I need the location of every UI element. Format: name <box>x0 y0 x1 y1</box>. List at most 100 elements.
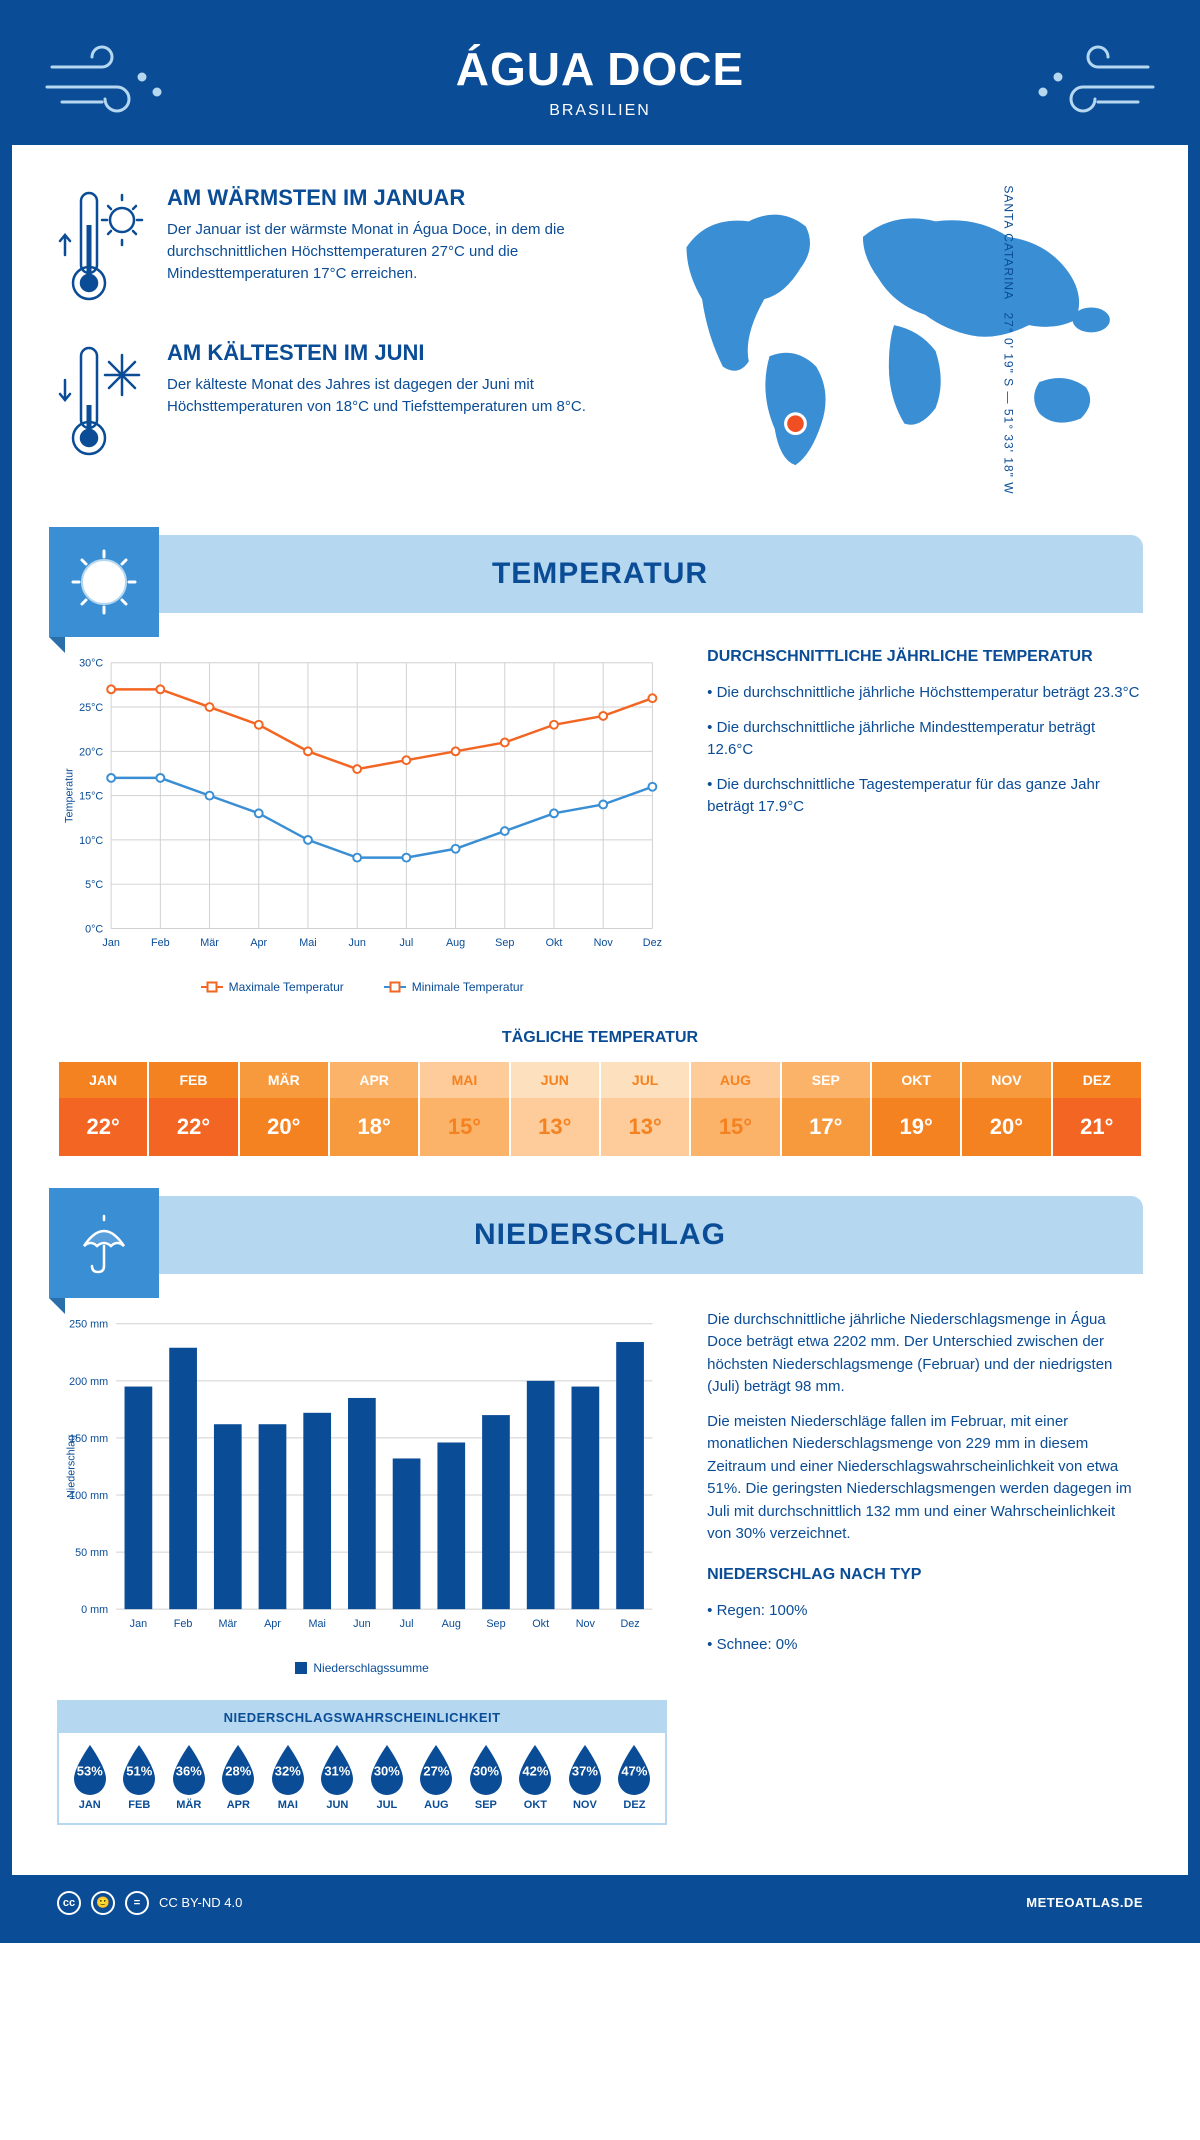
precip-prob-cell: 53% JAN <box>65 1743 115 1811</box>
svg-text:Apr: Apr <box>264 1618 281 1630</box>
svg-text:Jun: Jun <box>353 1618 370 1630</box>
svg-text:250 mm: 250 mm <box>69 1319 108 1331</box>
precip-prob-cell: 28% APR <box>214 1743 264 1811</box>
header: ÁGUA DOCE BRASILIEN <box>12 12 1188 145</box>
svg-text:Jul: Jul <box>400 1618 414 1630</box>
raindrop-icon: 51% <box>118 1743 160 1795</box>
svg-text:Dez: Dez <box>620 1618 639 1630</box>
temperature-title: TEMPERATUR <box>77 557 1123 591</box>
temp-bullet: Die durchschnittliche Tagestemperatur fü… <box>707 774 1143 819</box>
daily-temp-cell: JAN 22° <box>59 1062 149 1156</box>
svg-text:Mär: Mär <box>218 1618 237 1630</box>
precip-prob-cell: 37% NOV <box>560 1743 610 1811</box>
coordinates: SANTA CATARINA 27° 0' 19" S — 51° 33' 18… <box>1001 185 1015 494</box>
page: ÁGUA DOCE BRASILIEN AM W <box>0 0 1200 1943</box>
coldest-fact: AM KÄLTESTEN IM JUNI Der kälteste Monat … <box>57 340 605 460</box>
precip-legend: Niederschlagssumme <box>57 1661 667 1675</box>
svg-text:25°C: 25°C <box>79 702 103 714</box>
daily-temp-cell: AUG 15° <box>691 1062 781 1156</box>
cc-icon: cc <box>57 1891 81 1915</box>
svg-text:Niederschlag: Niederschlag <box>66 1435 78 1498</box>
svg-text:0°C: 0°C <box>85 923 103 935</box>
temperature-chart-row: 0°C5°C10°C15°C20°C25°C30°CJanFebMärAprMa… <box>12 613 1188 1014</box>
svg-text:Sep: Sep <box>495 937 514 949</box>
svg-text:Aug: Aug <box>442 1618 461 1630</box>
svg-text:Jan: Jan <box>102 937 119 949</box>
precip-prob-cell: 51% FEB <box>115 1743 165 1811</box>
precip-chart-row: 0 mm50 mm100 mm150 mm200 mm250 mmJanFebM… <box>12 1274 1188 1845</box>
svg-text:Mär: Mär <box>200 937 219 949</box>
by-icon: 🙂 <box>91 1891 115 1915</box>
temp-bullet: Die durchschnittliche jährliche Mindestt… <box>707 717 1143 762</box>
svg-text:0 mm: 0 mm <box>81 1604 108 1616</box>
precip-prob-cell: 42% OKT <box>511 1743 561 1811</box>
precip-prob-cell: 27% AUG <box>412 1743 462 1811</box>
location-country: BRASILIEN <box>32 102 1168 120</box>
svg-text:Okt: Okt <box>532 1618 549 1630</box>
daily-temp-title: TÄGLICHE TEMPERATUR <box>12 1029 1188 1047</box>
svg-text:Temperatur: Temperatur <box>64 768 76 823</box>
nd-icon: = <box>125 1891 149 1915</box>
svg-text:Jun: Jun <box>348 937 365 949</box>
daily-temp-cell: MÄR 20° <box>240 1062 330 1156</box>
raindrop-icon: 42% <box>514 1743 556 1795</box>
warmest-text: Der Januar ist der wärmste Monat in Água… <box>167 219 605 284</box>
svg-text:Sep: Sep <box>486 1618 505 1630</box>
daily-temp-cell: DEZ 21° <box>1053 1062 1143 1156</box>
svg-text:Apr: Apr <box>250 937 267 949</box>
svg-text:Feb: Feb <box>151 937 170 949</box>
daily-temp-cell: SEP 17° <box>782 1062 872 1156</box>
svg-text:30°C: 30°C <box>79 658 103 670</box>
temperature-description: DURCHSCHNITTLICHE JÄHRLICHE TEMPERATUR D… <box>707 648 1143 994</box>
raindrop-icon: 31% <box>316 1743 358 1795</box>
precip-title: NIEDERSCHLAG <box>77 1218 1123 1252</box>
wind-icon <box>1018 42 1158 122</box>
svg-text:Mai: Mai <box>299 937 316 949</box>
raindrop-icon: 30% <box>366 1743 408 1795</box>
raindrop-icon: 36% <box>168 1743 210 1795</box>
svg-text:Dez: Dez <box>643 937 662 949</box>
precip-prob-cell: 36% MÄR <box>164 1743 214 1811</box>
license-text: CC BY-ND 4.0 <box>159 1895 242 1910</box>
intro-section: AM WÄRMSTEN IM JANUAR Der Januar ist der… <box>12 145 1188 525</box>
svg-text:Aug: Aug <box>446 937 465 949</box>
svg-text:Jan: Jan <box>130 1618 147 1630</box>
raindrop-icon: 37% <box>564 1743 606 1795</box>
precip-prob-cell: 30% SEP <box>461 1743 511 1811</box>
raindrop-icon: 32% <box>267 1743 309 1795</box>
precip-bar-chart: 0 mm50 mm100 mm150 mm200 mm250 mmJanFebM… <box>57 1309 667 1644</box>
temperature-section-header: TEMPERATUR <box>57 535 1143 613</box>
svg-text:20°C: 20°C <box>79 746 103 758</box>
coldest-text: Der kälteste Monat des Jahres ist dagege… <box>167 374 605 418</box>
daily-temp-cell: OKT 19° <box>872 1062 962 1156</box>
svg-text:Nov: Nov <box>594 937 614 949</box>
svg-text:Feb: Feb <box>174 1618 193 1630</box>
raindrop-icon: 53% <box>69 1743 111 1795</box>
daily-temp-cell: JUL 13° <box>601 1062 691 1156</box>
footer: cc 🙂 = CC BY-ND 4.0 METEOATLAS.DE <box>12 1875 1188 1931</box>
coldest-title: AM KÄLTESTEN IM JUNI <box>167 340 605 366</box>
raindrop-icon: 30% <box>465 1743 507 1795</box>
svg-text:15°C: 15°C <box>79 791 103 803</box>
svg-text:Mai: Mai <box>308 1618 325 1630</box>
warmest-fact: AM WÄRMSTEN IM JANUAR Der Januar ist der… <box>57 185 605 305</box>
daily-temp-cell: JUN 13° <box>511 1062 601 1156</box>
world-map-icon <box>645 185 1143 476</box>
daily-temp-cell: MAI 15° <box>420 1062 510 1156</box>
daily-temp-cell: FEB 22° <box>149 1062 239 1156</box>
daily-temp-cell: APR 18° <box>330 1062 420 1156</box>
precip-prob-cell: 47% DEZ <box>610 1743 660 1811</box>
svg-text:10°C: 10°C <box>79 835 103 847</box>
sun-icon <box>69 547 139 617</box>
svg-text:Okt: Okt <box>546 937 563 949</box>
precip-prob-title: NIEDERSCHLAGSWAHRSCHEINLICHKEIT <box>59 1702 665 1733</box>
precip-section-header: NIEDERSCHLAG <box>57 1196 1143 1274</box>
thermometer-hot-icon <box>57 185 147 305</box>
svg-text:Jul: Jul <box>399 937 413 949</box>
wind-icon <box>42 42 182 122</box>
raindrop-icon: 47% <box>613 1743 655 1795</box>
daily-temp-cell: NOV 20° <box>962 1062 1052 1156</box>
precip-probability-box: NIEDERSCHLAGSWAHRSCHEINLICHKEIT 53% JAN … <box>57 1700 667 1825</box>
umbrella-icon <box>69 1208 139 1278</box>
location-title: ÁGUA DOCE <box>32 42 1168 96</box>
